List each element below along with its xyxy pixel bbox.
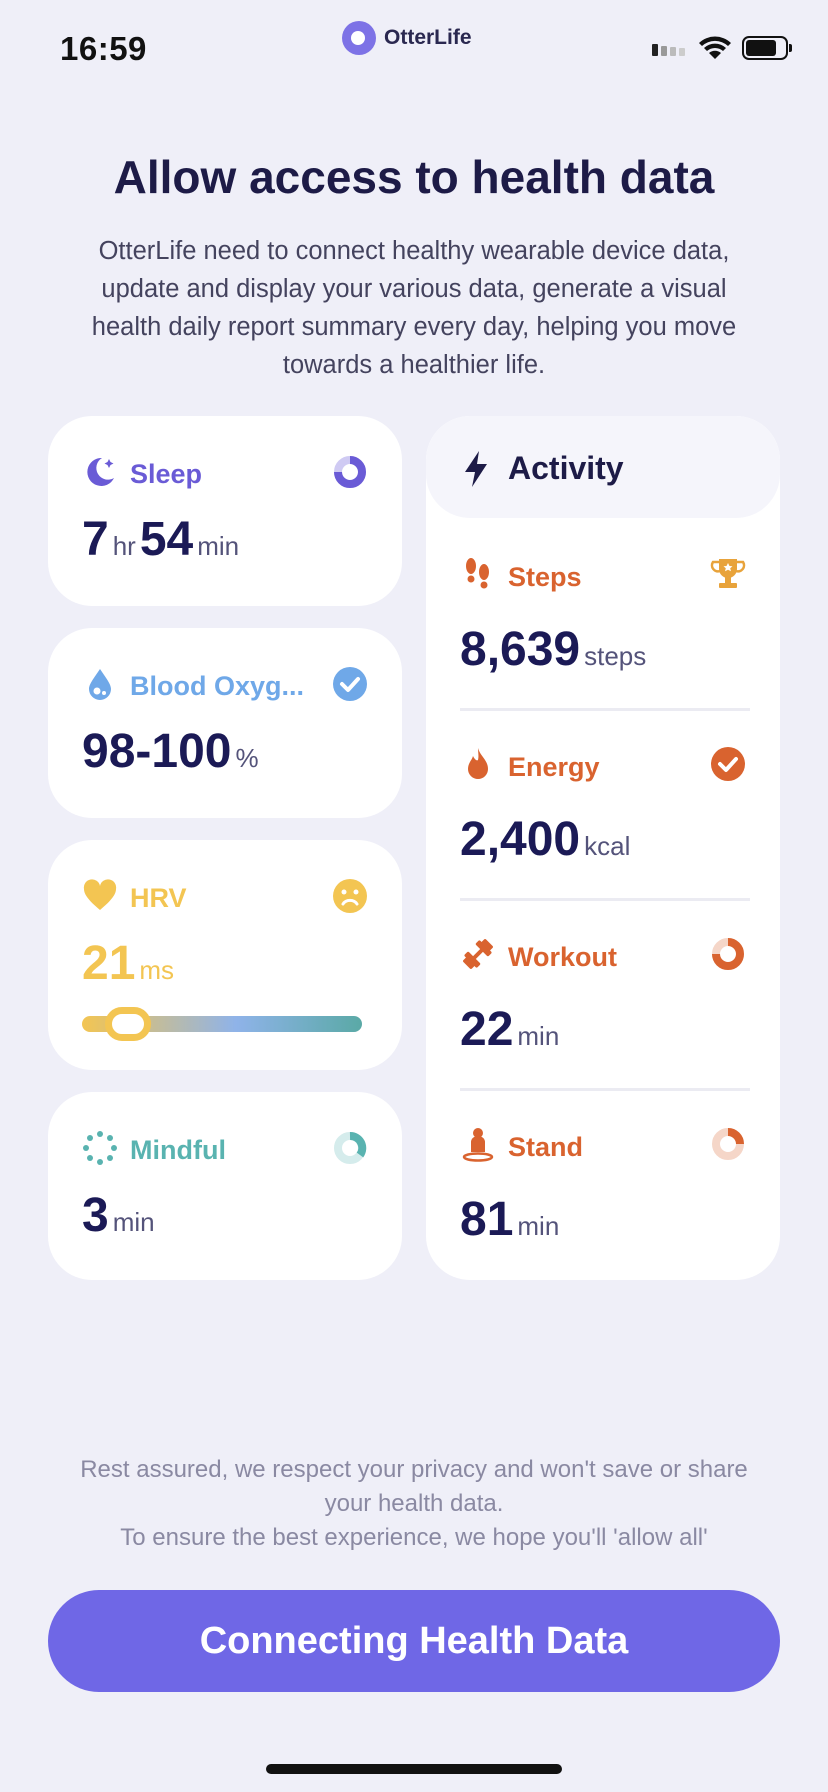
lightning-icon <box>465 451 487 487</box>
app-brand: OtterLife <box>342 18 472 58</box>
stand-number: 81 <box>460 1193 514 1246</box>
energy-unit: kcal <box>584 831 631 861</box>
mindful-icon <box>83 1131 117 1165</box>
blood-oxygen-card[interactable]: Blood Oxyg... 98-100% <box>48 628 402 818</box>
battery-icon <box>742 36 792 60</box>
wifi-icon <box>699 36 731 59</box>
app-name: OtterLife <box>384 26 472 49</box>
mindful-title: Mindful <box>130 1135 226 1165</box>
mindful-number: 3 <box>82 1189 109 1242</box>
sad-face-icon <box>333 879 367 913</box>
dumbbell-icon <box>463 939 493 969</box>
blood-oxygen-title: Blood Oxyg... <box>130 671 305 701</box>
hrv-range-slider <box>82 1007 362 1041</box>
stand-unit: min <box>517 1211 560 1241</box>
steps-value: 8,639 steps <box>460 622 650 677</box>
steps-unit: steps <box>584 641 647 671</box>
moon-icon <box>87 457 114 486</box>
page-title: Allow access to health data <box>113 151 715 203</box>
otter-logo-icon <box>342 21 376 55</box>
hrv-slider-thumb <box>104 1007 151 1041</box>
energy-value: 2,400 kcal <box>460 812 634 867</box>
energy-number: 2,400 <box>460 813 581 866</box>
hrv-card[interactable]: HRV 21 ms <box>48 840 402 1070</box>
droplet-icon <box>89 669 111 700</box>
hrv-number: 21 <box>82 937 136 990</box>
sleep-hours: 7 <box>82 513 109 566</box>
sleep-title: Sleep <box>130 459 203 489</box>
privacy-note-line-1: Rest assured, we respect your privacy an… <box>80 1456 748 1517</box>
sleep-progress-ring-icon <box>334 456 366 488</box>
mindful-unit: min <box>112 1207 155 1237</box>
steps-title: Steps <box>508 562 582 592</box>
hrv-value: 21 ms <box>82 936 178 991</box>
mindful-progress-ring-icon <box>334 1132 367 1164</box>
activity-title: Activity <box>508 450 624 486</box>
check-circle-icon <box>711 747 745 781</box>
sleep-minutes: 54 <box>139 513 194 566</box>
workout-title: Workout <box>508 942 617 972</box>
flame-icon <box>468 748 488 779</box>
workout-number: 22 <box>460 1003 514 1056</box>
sleep-value: 7 hr54 min <box>82 512 243 567</box>
trophy-icon <box>710 559 746 588</box>
hrv-unit: ms <box>139 955 175 985</box>
stand-value: 81 min <box>460 1192 563 1247</box>
page-description: OtterLife need to connect healthy wearab… <box>91 237 737 379</box>
privacy-note: Rest assured, we respect your privacy an… <box>60 1453 768 1555</box>
status-time: 16:59 <box>60 30 147 67</box>
workout-value: 22 min <box>460 1002 563 1057</box>
check-circle-icon <box>333 667 367 701</box>
blood-oxygen-value: 98-100% <box>82 724 263 779</box>
divider <box>460 898 750 901</box>
stand-title: Stand <box>508 1132 584 1162</box>
blood-oxygen-number: 98-100 <box>82 725 232 778</box>
connect-health-data-button[interactable]: Connecting Health Data <box>48 1590 780 1692</box>
mindful-value: 3 min <box>82 1188 159 1243</box>
divider <box>460 1088 750 1091</box>
sleep-hours-unit: hr <box>112 531 136 561</box>
steps-number: 8,639 <box>460 623 581 676</box>
home-indicator[interactable] <box>266 1764 562 1774</box>
divider <box>460 708 750 711</box>
activity-header: Activity <box>426 416 780 518</box>
activity-card[interactable]: Activity Steps 8,639 steps Energy 2,400 kc… <box>426 416 780 1280</box>
standing-person-icon <box>462 1128 494 1162</box>
sleep-card[interactable]: Sleep 7 hr54 min <box>48 416 402 606</box>
blood-oxygen-unit: % <box>235 743 259 773</box>
mindful-card[interactable]: Mindful 3 min <box>48 1092 402 1280</box>
stand-progress-ring-icon <box>712 1128 744 1160</box>
sleep-minutes-unit: min <box>197 531 240 561</box>
privacy-note-line-2: To ensure the best experience, we hope y… <box>120 1524 708 1551</box>
workout-unit: min <box>517 1021 560 1051</box>
workout-progress-ring-icon <box>712 938 744 970</box>
footprints-icon <box>466 558 489 589</box>
cellular-signal-icon <box>652 44 685 56</box>
hrv-title: HRV <box>130 883 187 913</box>
heart-icon <box>83 879 117 910</box>
energy-title: Energy <box>508 752 600 782</box>
